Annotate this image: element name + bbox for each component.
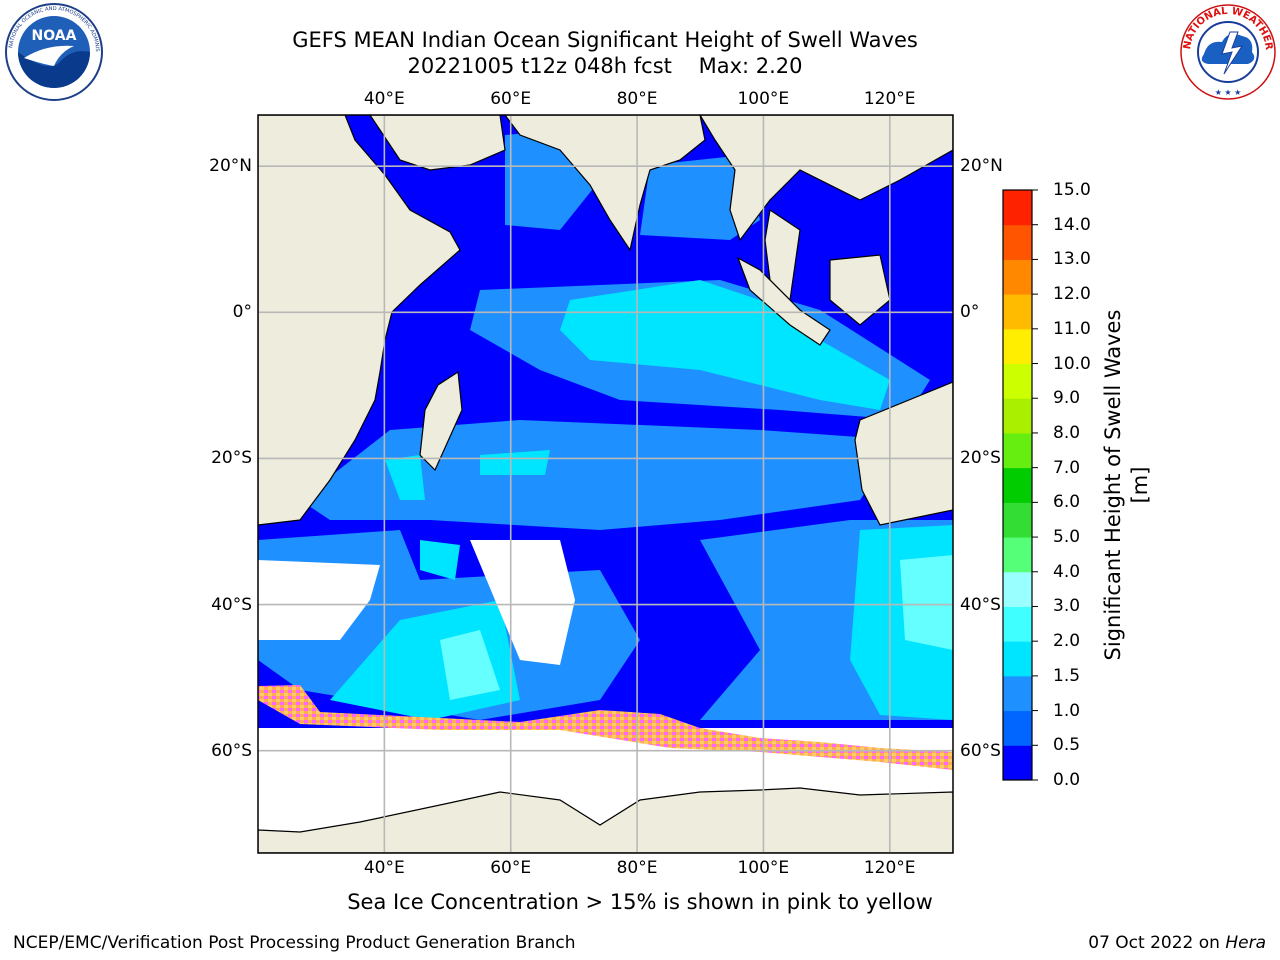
lat-tick-label-left: 0° — [232, 302, 252, 323]
colorbar-tick-label: 5.0 — [1053, 527, 1081, 548]
svg-text:★ ★ ★: ★ ★ ★ — [1215, 88, 1242, 97]
colorbar-tick-label: 12.0 — [1053, 284, 1091, 305]
colorbar-frame — [1002, 189, 1033, 781]
lat-tick-label-right: 60°S — [960, 740, 1001, 761]
colorbar-segment — [1003, 710, 1032, 746]
colorbar-tick-label: 2.0 — [1053, 631, 1081, 652]
lon-tick-label-top: 60°E — [490, 89, 532, 109]
lat-tick-label-right: 20°S — [960, 448, 1001, 469]
india-land — [504, 115, 706, 252]
lat-tick-label-left: 20°S — [211, 448, 252, 469]
colorbar-segment — [1003, 432, 1032, 469]
colorbar-label: Significant Height of Swell Waves [m] — [1101, 309, 1152, 661]
colorbar-segment — [1003, 641, 1032, 677]
colorbar-segment — [1003, 675, 1032, 712]
swell-band-1p5-2p0 — [440, 555, 953, 700]
lon-tick-label-bottom: 80°E — [616, 858, 658, 878]
lat-tick-label-right: 20°N — [960, 156, 1003, 177]
lat-tick-label-left: 60°S — [211, 740, 252, 761]
antarctica-land — [258, 787, 953, 853]
australia-land — [854, 381, 953, 526]
colorbar-tick-label: 6.0 — [1053, 492, 1081, 513]
colorbar-tick-label: 13.0 — [1053, 249, 1091, 270]
credit-line: NCEP/EMC/Verification Post Processing Pr… — [13, 933, 576, 953]
map-title: GEFS MEAN Indian Ocean Significant Heigh… — [292, 28, 918, 52]
map-subtitle: 20221005 t12z 048h fcst Max: 2.20 — [407, 54, 803, 78]
date-stamp: 07 Oct 2022 on Hera — [1088, 933, 1266, 953]
lat-tick-label-left: 20°N — [209, 156, 252, 177]
colorbar-segment — [1003, 537, 1032, 573]
colorbar-tick-label: 1.5 — [1053, 665, 1081, 686]
lat-tick-label-left: 40°S — [211, 594, 252, 615]
sea-ice-footnote: Sea Ice Concentration > 15% is shown in … — [347, 890, 933, 914]
colorbar-tick-label: 9.0 — [1053, 388, 1081, 409]
sumatra-land — [736, 256, 831, 346]
date-text: 07 Oct 2022 on — [1088, 933, 1220, 953]
arabia-land — [369, 115, 506, 171]
colorbar-segment — [1003, 398, 1032, 434]
colorbar-segment — [1003, 294, 1032, 330]
map-gridlines — [258, 115, 953, 853]
lon-tick-label-bottom: 100°E — [737, 858, 790, 878]
colorbar-tick-label: 0.5 — [1053, 735, 1081, 756]
colorbar-segment — [1003, 571, 1032, 607]
lat-tick-label-right: 40°S — [960, 594, 1001, 615]
lon-tick-label-bottom: 40°E — [363, 858, 405, 878]
colorbar-tick-label: 8.0 — [1053, 422, 1081, 443]
lon-tick-label-bottom: 120°E — [863, 858, 916, 878]
nws-logo: NATIONAL WEATHER SERVICE ★ ★ ★ — [1178, 2, 1276, 100]
colorbar-segment — [1003, 606, 1032, 642]
colorbar-tick-label: 15.0 — [1053, 180, 1091, 200]
lon-tick-label-top: 100°E — [737, 89, 790, 109]
noaa-logo-text: NOAA — [32, 28, 77, 44]
colorbar-segment — [1003, 190, 1032, 226]
madagascar-land — [419, 370, 463, 472]
colorbar-tick-label: 0.0 — [1053, 770, 1081, 790]
colorbar-segment — [1003, 502, 1032, 538]
colorbar-segment — [1003, 328, 1032, 365]
colorbar-segment — [1003, 259, 1032, 295]
colorbar-tick-label: 7.0 — [1053, 457, 1081, 478]
system-name: Hera — [1225, 933, 1266, 953]
lon-tick-label-top: 80°E — [616, 89, 658, 109]
map-frame — [257, 114, 954, 854]
colorbar-tick-label: 14.0 — [1053, 214, 1091, 235]
sea-ice-edge — [258, 685, 953, 770]
lon-tick-label-bottom: 60°E — [490, 858, 532, 878]
lon-tick-label-top: 40°E — [363, 89, 405, 109]
colorbar-segment — [1003, 363, 1032, 399]
colorbar-tick-label: 1.0 — [1053, 700, 1081, 721]
colorbar-segment — [1003, 467, 1032, 503]
colorbar-tick-label: 4.0 — [1053, 561, 1081, 582]
noaa-logo: NOAA NATIONAL OCEANIC AND ATMOSPHERIC AD… — [2, 2, 103, 101]
colorbar — [1003, 189, 1038, 781]
colorbar-segment — [1003, 745, 1032, 781]
colorbar-tick-label: 10.0 — [1053, 353, 1091, 374]
lon-tick-label-top: 120°E — [863, 89, 916, 109]
colorbar-tick-label: 3.0 — [1053, 596, 1081, 617]
colorbar-tick-label: 11.0 — [1053, 318, 1091, 339]
colorbar-segment — [1003, 224, 1032, 260]
lat-tick-label-right: 0° — [960, 302, 980, 323]
